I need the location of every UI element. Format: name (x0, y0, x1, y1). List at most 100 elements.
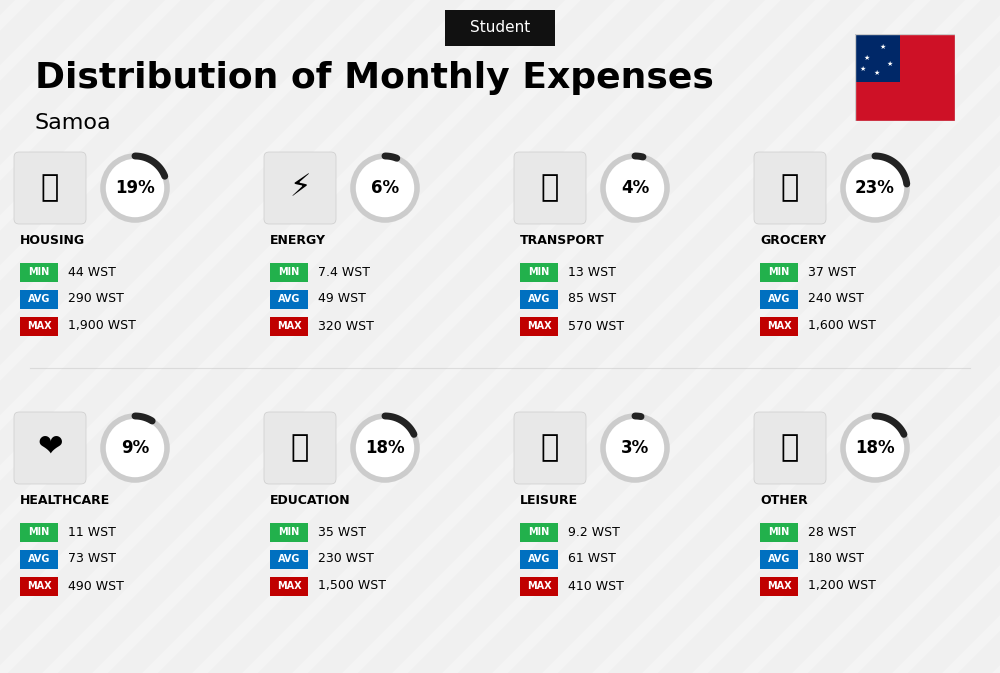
Text: 4%: 4% (621, 179, 649, 197)
Text: 6%: 6% (371, 179, 399, 197)
Text: MAX: MAX (527, 581, 551, 591)
Circle shape (603, 416, 667, 480)
FancyBboxPatch shape (14, 412, 86, 484)
FancyBboxPatch shape (270, 316, 308, 336)
Text: MAX: MAX (767, 581, 791, 591)
FancyBboxPatch shape (520, 549, 558, 569)
FancyBboxPatch shape (520, 577, 558, 596)
Text: 240 WST: 240 WST (808, 293, 864, 306)
Text: 🏗: 🏗 (41, 174, 59, 203)
Text: 410 WST: 410 WST (568, 579, 624, 592)
FancyBboxPatch shape (520, 316, 558, 336)
Text: ★: ★ (874, 70, 880, 76)
FancyBboxPatch shape (20, 289, 58, 308)
Text: Student: Student (470, 20, 530, 36)
Circle shape (353, 156, 417, 220)
Text: GROCERY: GROCERY (760, 234, 826, 246)
Text: 230 WST: 230 WST (318, 553, 374, 565)
Text: 7.4 WST: 7.4 WST (318, 266, 370, 279)
Text: 9%: 9% (121, 439, 149, 457)
Text: 9.2 WST: 9.2 WST (568, 526, 620, 538)
Text: MIN: MIN (278, 267, 300, 277)
FancyBboxPatch shape (270, 577, 308, 596)
Circle shape (843, 416, 907, 480)
FancyBboxPatch shape (520, 262, 558, 281)
FancyBboxPatch shape (20, 522, 58, 542)
Text: 🛍: 🛍 (541, 433, 559, 462)
Text: 37 WST: 37 WST (808, 266, 856, 279)
FancyBboxPatch shape (754, 412, 826, 484)
Text: 👜: 👜 (781, 433, 799, 462)
Text: 1,600 WST: 1,600 WST (808, 320, 876, 332)
Text: AVG: AVG (768, 554, 790, 564)
FancyBboxPatch shape (760, 289, 798, 308)
Text: MIN: MIN (768, 267, 790, 277)
Text: ★: ★ (860, 66, 866, 71)
Text: 13 WST: 13 WST (568, 266, 616, 279)
Text: ★: ★ (880, 44, 886, 50)
Text: ⚡: ⚡ (289, 174, 311, 203)
Text: HEALTHCARE: HEALTHCARE (20, 493, 110, 507)
Text: OTHER: OTHER (760, 493, 808, 507)
FancyBboxPatch shape (270, 549, 308, 569)
Circle shape (353, 416, 417, 480)
Text: 44 WST: 44 WST (68, 266, 116, 279)
Text: 290 WST: 290 WST (68, 293, 124, 306)
Text: MAX: MAX (527, 321, 551, 331)
Text: 85 WST: 85 WST (568, 293, 616, 306)
Text: 35 WST: 35 WST (318, 526, 366, 538)
Text: 73 WST: 73 WST (68, 553, 116, 565)
Text: ★: ★ (864, 55, 870, 61)
FancyBboxPatch shape (760, 577, 798, 596)
Text: Distribution of Monthly Expenses: Distribution of Monthly Expenses (35, 61, 714, 95)
Text: 1,900 WST: 1,900 WST (68, 320, 136, 332)
FancyBboxPatch shape (754, 152, 826, 224)
FancyBboxPatch shape (514, 152, 586, 224)
Text: ENERGY: ENERGY (270, 234, 326, 246)
Text: MIN: MIN (528, 527, 550, 537)
Text: TRANSPORT: TRANSPORT (520, 234, 605, 246)
Text: MAX: MAX (277, 581, 301, 591)
FancyBboxPatch shape (760, 262, 798, 281)
Circle shape (103, 416, 167, 480)
Text: ❤: ❤ (37, 433, 63, 462)
Text: HOUSING: HOUSING (20, 234, 85, 246)
FancyBboxPatch shape (20, 262, 58, 281)
FancyBboxPatch shape (264, 412, 336, 484)
Text: MIN: MIN (528, 267, 550, 277)
FancyBboxPatch shape (445, 10, 555, 46)
Text: 18%: 18% (855, 439, 895, 457)
Text: MAX: MAX (27, 321, 51, 331)
Text: 🛒: 🛒 (781, 174, 799, 203)
Text: 49 WST: 49 WST (318, 293, 366, 306)
Text: MIN: MIN (28, 527, 50, 537)
Text: MAX: MAX (277, 321, 301, 331)
Text: MIN: MIN (278, 527, 300, 537)
Circle shape (103, 156, 167, 220)
FancyBboxPatch shape (14, 152, 86, 224)
Text: LEISURE: LEISURE (520, 493, 578, 507)
Text: 1,200 WST: 1,200 WST (808, 579, 876, 592)
FancyBboxPatch shape (760, 522, 798, 542)
Text: AVG: AVG (278, 554, 300, 564)
Text: 18%: 18% (365, 439, 405, 457)
Text: MAX: MAX (27, 581, 51, 591)
FancyBboxPatch shape (760, 549, 798, 569)
Text: AVG: AVG (28, 554, 50, 564)
Text: AVG: AVG (768, 294, 790, 304)
FancyBboxPatch shape (520, 289, 558, 308)
Text: MIN: MIN (28, 267, 50, 277)
Text: 320 WST: 320 WST (318, 320, 374, 332)
Text: 61 WST: 61 WST (568, 553, 616, 565)
FancyBboxPatch shape (264, 152, 336, 224)
FancyBboxPatch shape (20, 316, 58, 336)
Text: AVG: AVG (528, 294, 550, 304)
Text: 19%: 19% (115, 179, 155, 197)
Text: AVG: AVG (528, 554, 550, 564)
FancyBboxPatch shape (20, 549, 58, 569)
Text: 490 WST: 490 WST (68, 579, 124, 592)
Text: 180 WST: 180 WST (808, 553, 864, 565)
Text: AVG: AVG (28, 294, 50, 304)
Text: 3%: 3% (621, 439, 649, 457)
Text: 11 WST: 11 WST (68, 526, 116, 538)
